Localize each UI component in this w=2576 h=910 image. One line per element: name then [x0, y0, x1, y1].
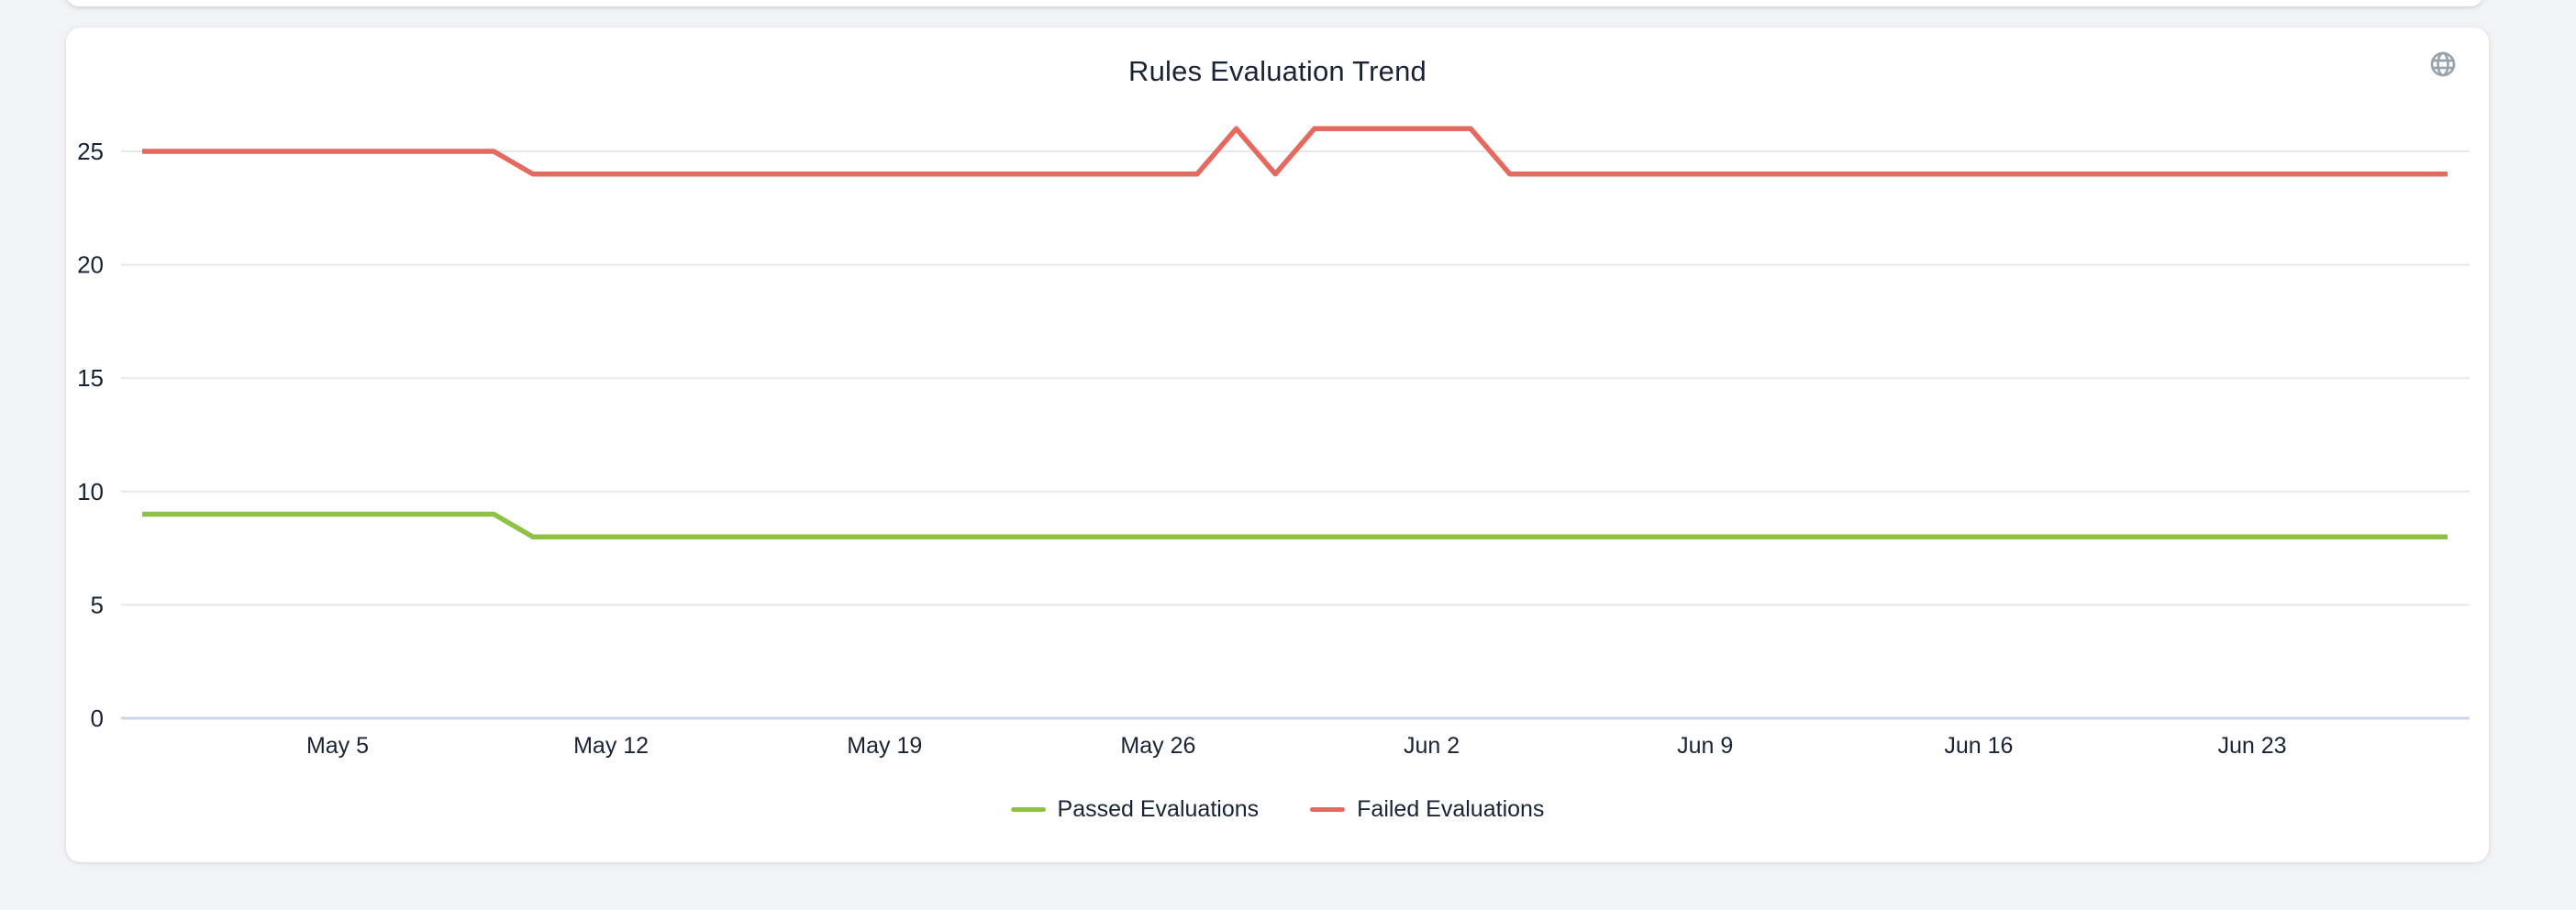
x-tick-label: Jun 2: [1404, 733, 1460, 759]
x-tick-label: May 26: [1120, 733, 1195, 759]
y-tick-label: 0: [91, 705, 104, 732]
legend-swatch-failed: [1310, 806, 1346, 812]
x-tick-label: May 12: [573, 733, 649, 759]
y-tick-label: 25: [77, 138, 104, 165]
x-tick-label: Jun 23: [2217, 733, 2286, 759]
rules-evaluation-trend-card: Rules Evaluation Trend 0 5 10 15 20 25 May 5 Ma…: [66, 28, 2489, 862]
x-tick-label: Jun 9: [1677, 733, 1733, 759]
x-tick-label: May 5: [306, 733, 369, 759]
legend-item-passed[interactable]: Passed Evaluations: [1010, 795, 1260, 823]
x-tick-label: May 19: [847, 733, 922, 759]
chart-legend: Passed Evaluations Failed Evaluations: [66, 794, 2489, 824]
previous-card-bottom-edge: [66, 0, 2483, 6]
globe-icon[interactable]: [2428, 50, 2458, 79]
legend-label-failed: Failed Evaluations: [1357, 795, 1545, 822]
x-tick-label: Jun 16: [1944, 733, 2013, 759]
y-tick-label: 5: [91, 591, 104, 618]
series-line-failed[interactable]: [142, 126, 2448, 177]
legend-item-failed[interactable]: Failed Evaluations: [1310, 796, 1544, 823]
legend-label-passed: Passed Evaluations: [1057, 795, 1260, 822]
legend-swatch-passed: [1010, 806, 1046, 812]
chart-canvas: 0 5 10 15 20 25 May 5 May 12 May 19 May 26 Jun 2 Ju…: [77, 126, 2470, 759]
series-line-passed[interactable]: [142, 511, 2448, 539]
y-tick-label: 15: [77, 364, 104, 392]
y-tick-label: 20: [77, 251, 104, 279]
y-tick-label: 10: [77, 478, 104, 505]
chart-title: Rules Evaluation Trend: [1128, 55, 1427, 87]
